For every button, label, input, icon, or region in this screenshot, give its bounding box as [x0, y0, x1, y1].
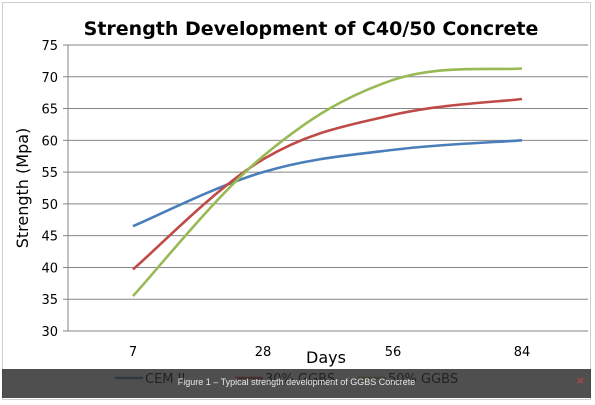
y-tick-label: 70	[41, 71, 58, 86]
chart-frame: Strength Development of C40/50 Concrete …	[2, 2, 591, 400]
y-tick-label: 75	[41, 39, 58, 54]
data-series	[132, 67, 523, 297]
series-line-50-ggbs	[132, 67, 523, 297]
x-tick-label: 84	[514, 345, 531, 360]
figure-caption: Figure 1 – Typical strength development …	[177, 377, 416, 387]
y-tick-label: 60	[41, 134, 58, 149]
y-tick-label: 35	[41, 293, 58, 308]
x-axis-label: Days	[306, 348, 346, 367]
y-axis-ticks: 30 35 40 45 50 55 60 65 70 75	[41, 39, 58, 340]
series-line-cem-ii	[132, 139, 523, 228]
x-tick-label: 28	[255, 345, 272, 360]
y-tick-label: 40	[41, 261, 58, 276]
x-axis-ticks: 7 28 56 84	[129, 345, 530, 360]
y-tick-label: 50	[41, 198, 58, 213]
y-tick-label: 65	[41, 103, 58, 118]
y-tick-label: 30	[41, 325, 58, 340]
close-icon[interactable]: ×	[575, 374, 585, 387]
line-chart: Strength Development of C40/50 Concrete …	[13, 18, 588, 387]
chart-title: Strength Development of C40/50 Concrete	[84, 18, 539, 40]
y-axis-label: Strength (Mpa)	[13, 128, 32, 249]
series-line-30-ggbs	[132, 97, 523, 271]
x-tick-label: 56	[385, 345, 402, 360]
caption-bar: Figure 1 – Typical strength development …	[2, 369, 591, 398]
y-tick-label: 55	[41, 166, 58, 181]
x-tick-label: 7	[129, 345, 137, 360]
y-tick-label: 45	[41, 230, 58, 245]
